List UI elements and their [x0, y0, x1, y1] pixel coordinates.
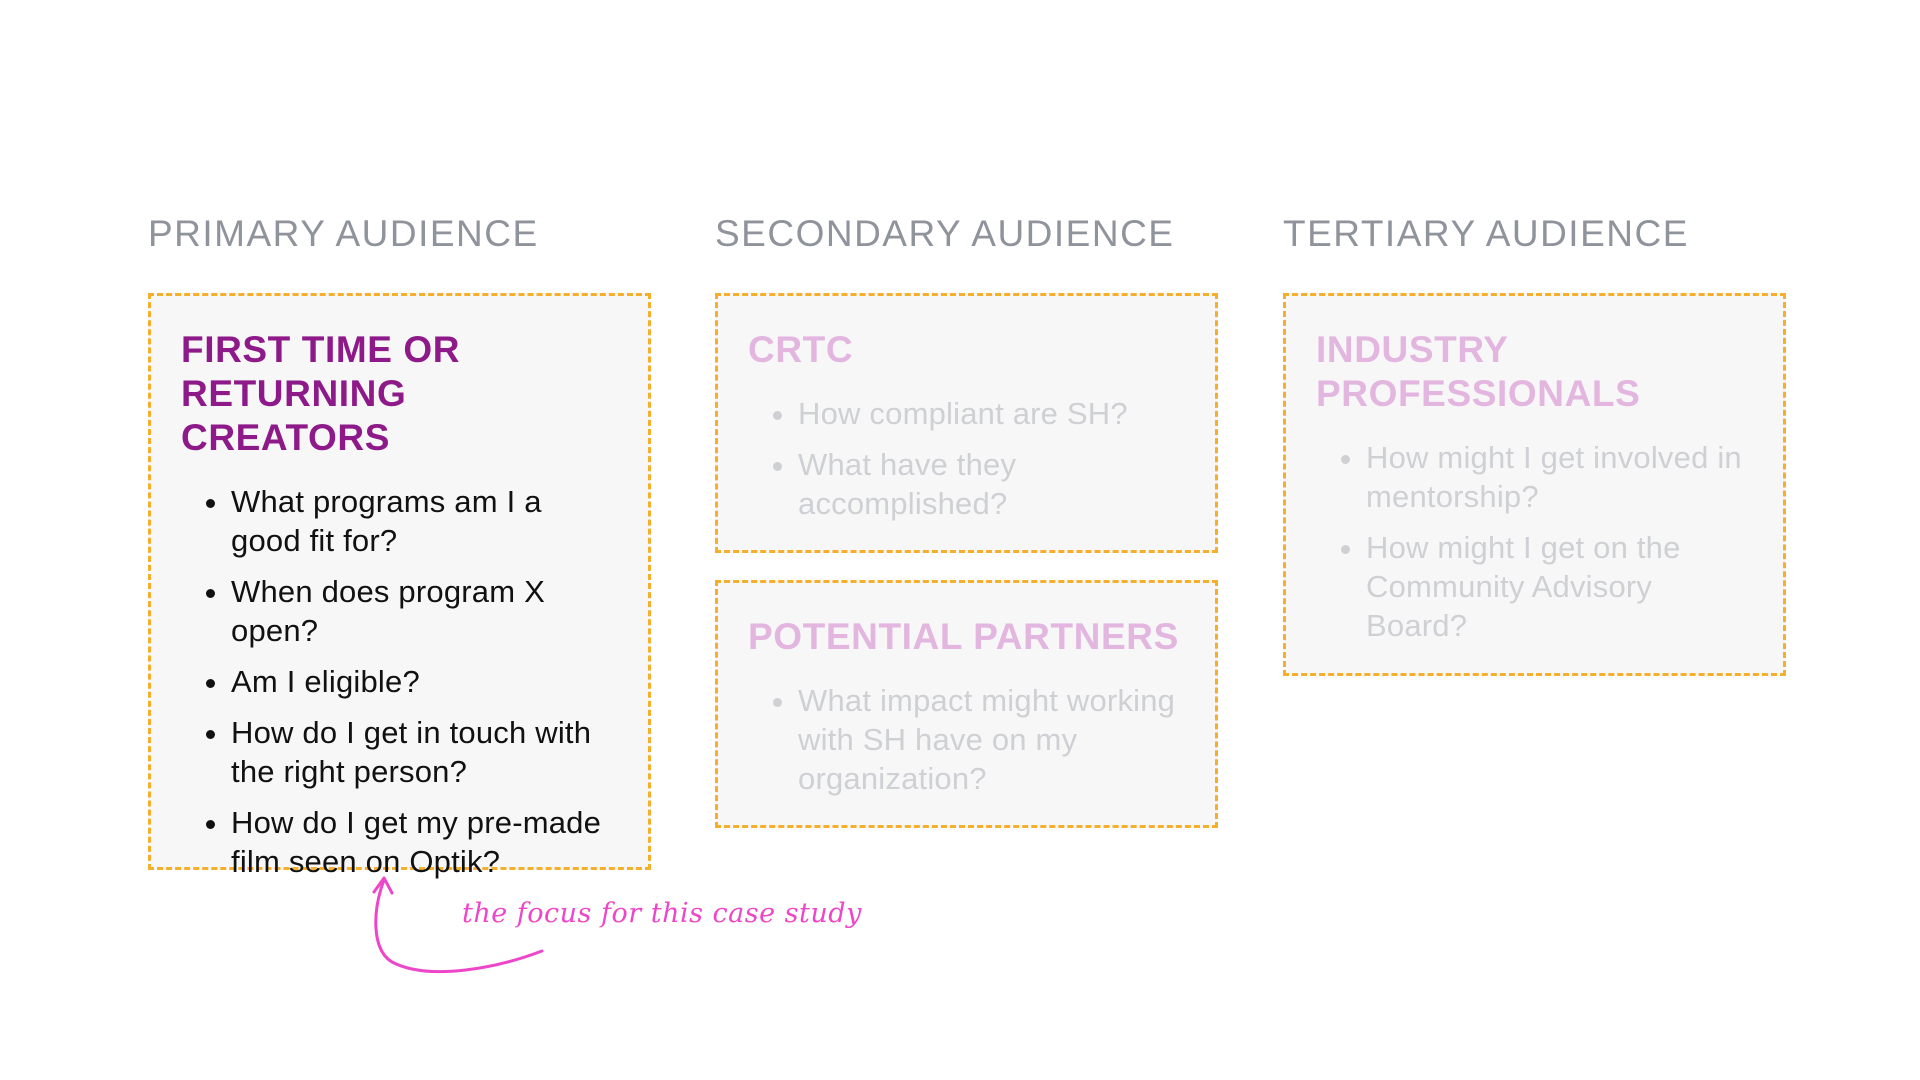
question-item: What have they accomplished?	[798, 445, 1098, 523]
card-industry-professionals: INDUSTRY PROFESSIONALS How might I get i…	[1283, 293, 1786, 676]
secondary-audience-heading: SECONDARY AUDIENCE	[715, 213, 1175, 254]
question-item: How do I get in touch with the right per…	[231, 713, 620, 791]
primary-audience-heading: PRIMARY AUDIENCE	[148, 213, 539, 254]
question-list: How might I get involved in mentorship? …	[1316, 438, 1755, 645]
question-item: How do I get my pre-made film seen on Op…	[231, 803, 620, 881]
question-item: What impact might working with SH have o…	[798, 681, 1187, 798]
curved-arrow-icon	[372, 876, 544, 974]
question-item: How compliant are SH?	[798, 394, 1178, 433]
focus-annotation: the focus for this case study	[462, 898, 862, 929]
card-title: INDUSTRY PROFESSIONALS	[1316, 329, 1641, 414]
question-list: What programs am I a good fit for? When …	[181, 482, 620, 881]
card-potential-partners: POTENTIAL PARTNERS What impact might wor…	[715, 580, 1218, 828]
card-title: POTENTIAL PARTNERS	[748, 616, 1179, 657]
card-creators: FIRST TIME OR RETURNING CREATORS What pr…	[148, 293, 651, 879]
question-item: When does program X open?	[231, 572, 620, 650]
question-item: Am I eligible?	[231, 662, 620, 701]
card-crtc: CRTC How compliant are SH? What have the…	[715, 293, 1218, 553]
question-list: How compliant are SH? What have they acc…	[748, 394, 1187, 523]
tertiary-audience-heading: TERTIARY AUDIENCE	[1283, 213, 1689, 254]
question-list: What impact might working with SH have o…	[748, 681, 1187, 798]
question-item: How might I get on the Community Advisor…	[1366, 528, 1736, 645]
card-title: FIRST TIME OR RETURNING CREATORS	[181, 329, 461, 458]
question-item: How might I get involved in mentorship?	[1366, 438, 1755, 516]
card-title: CRTC	[748, 329, 854, 370]
question-item: What programs am I a good fit for?	[231, 482, 620, 560]
